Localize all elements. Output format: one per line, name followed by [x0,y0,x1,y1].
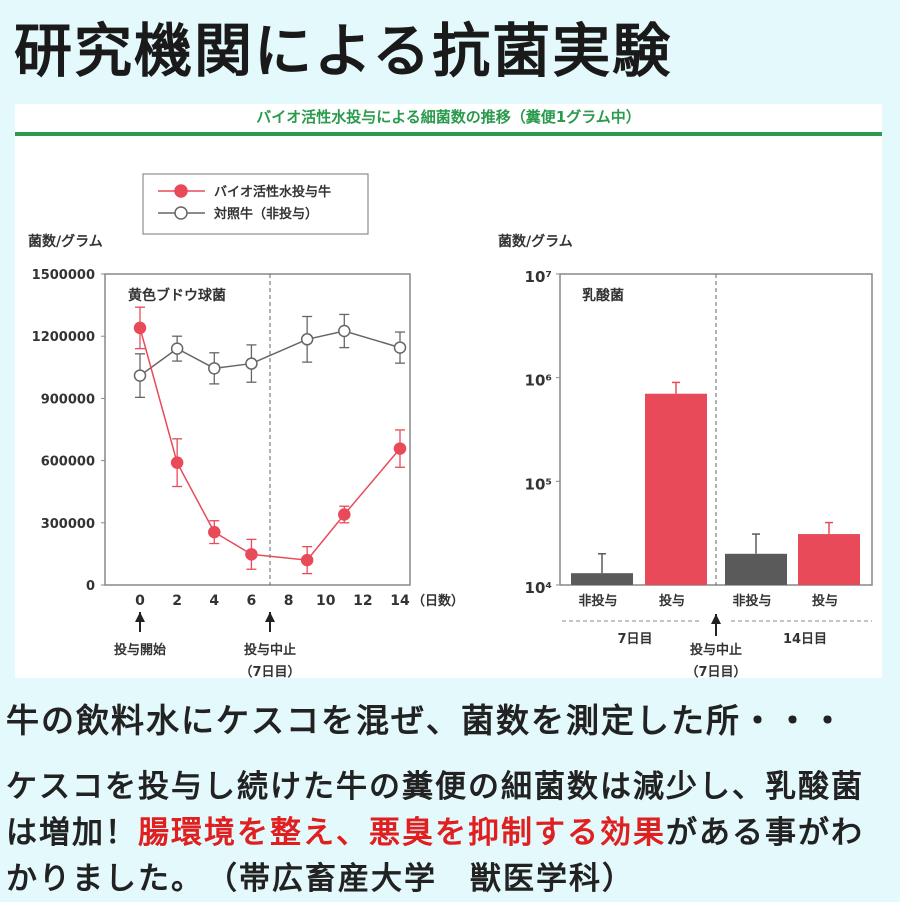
bar [725,553,787,585]
legend-marker [174,206,188,220]
chart-title: 黄色ブドウ球菌 [128,287,226,304]
x-tick-label: 8 [284,593,294,609]
y-tick-label: 10⁷ [525,268,552,286]
data-point [170,456,184,469]
bar [645,393,707,585]
data-point [133,369,147,382]
plot-frame [104,273,411,586]
summary-paragraph: ケスコを投与し続けた牛の糞便の細菌数は減少し、乳酸菌は増加！腸環境を整え、悪臭を… [6,764,896,902]
x-axis-unit: （日数） [412,593,464,609]
data-point [393,442,407,455]
summary-line: 牛の飲料水にケスコを混ぜ、菌数を測定した所・・・ [6,701,846,740]
bar [571,573,633,585]
data-point [245,548,258,561]
x-tick-label: 14 [390,593,410,609]
x-tick-label: 6 [247,593,257,609]
data-point [208,362,221,375]
legend-label: 対照牛（非投与） [213,206,318,222]
x-category-label: 投与 [659,593,685,609]
y-axis-label: 菌数/グラム [498,233,573,250]
data-point [208,525,221,539]
stop-arrow-head [265,612,275,622]
data-point [300,553,314,567]
legend-box [142,173,369,235]
y-tick-label: 900000 [41,392,95,407]
chart-subtitle: バイオ活性水投与による細菌数の推移（糞便1グラム中） [256,108,641,126]
y-tick-label: 1500000 [32,268,95,283]
annotation-stop-sub: （7日目） [685,664,746,680]
y-tick-label: 300000 [41,517,95,532]
summary-highlight: 腸環境を整え、悪臭を抑制する効果 [138,815,666,851]
data-point [338,508,351,521]
start-arrow-head [135,612,145,622]
x-tick-label: 10 [316,593,336,609]
y-tick-label: 10⁵ [525,475,552,493]
annotation-stop-sub: （7日目） [239,664,300,680]
y-tick-label: 10⁶ [525,372,552,390]
divider [15,132,882,136]
x-tick-label: 2 [172,593,182,609]
annotation-start: 投与開始 [114,642,166,658]
y-tick-label: 600000 [41,455,95,470]
data-point [300,333,314,346]
page-title: 研究機関による抗菌実験 [14,17,673,85]
bar [798,534,860,585]
group-label: 14日目 [783,632,827,647]
legend-marker [174,184,188,198]
y-axis-label: 菌数/グラム [28,233,103,250]
x-category-label: 投与 [812,593,838,609]
data-point [393,341,407,354]
x-tick-label: 4 [209,593,219,609]
y-tick-label: 10⁴ [525,579,552,597]
y-tick-label: 0 [86,579,95,594]
chart-title: 乳酸菌 [582,287,624,304]
stop-arrow-head [711,614,721,624]
legend-label: バイオ活性水投与牛 [214,184,331,200]
summary-text-b: がある事がわかりました。 （帯広畜産大学 獣医学科） [6,815,864,897]
data-point [245,357,258,370]
group-label: 7日目 [617,632,652,647]
annotation-stop: 投与中止 [690,642,742,658]
summary-text-a: ケスコを投与し続けた牛の糞便の細菌数は減少し、乳酸菌は増加！ [6,769,864,851]
x-tick-label: 0 [135,593,145,609]
x-category-label: 非投与 [732,593,771,609]
data-point [133,321,147,335]
data-point [338,324,351,338]
x-tick-label: 12 [353,593,372,609]
annotation-stop: 投与中止 [244,642,296,658]
data-point [170,342,184,355]
x-category-label: 非投与 [578,593,617,609]
y-tick-label: 1200000 [32,330,95,345]
